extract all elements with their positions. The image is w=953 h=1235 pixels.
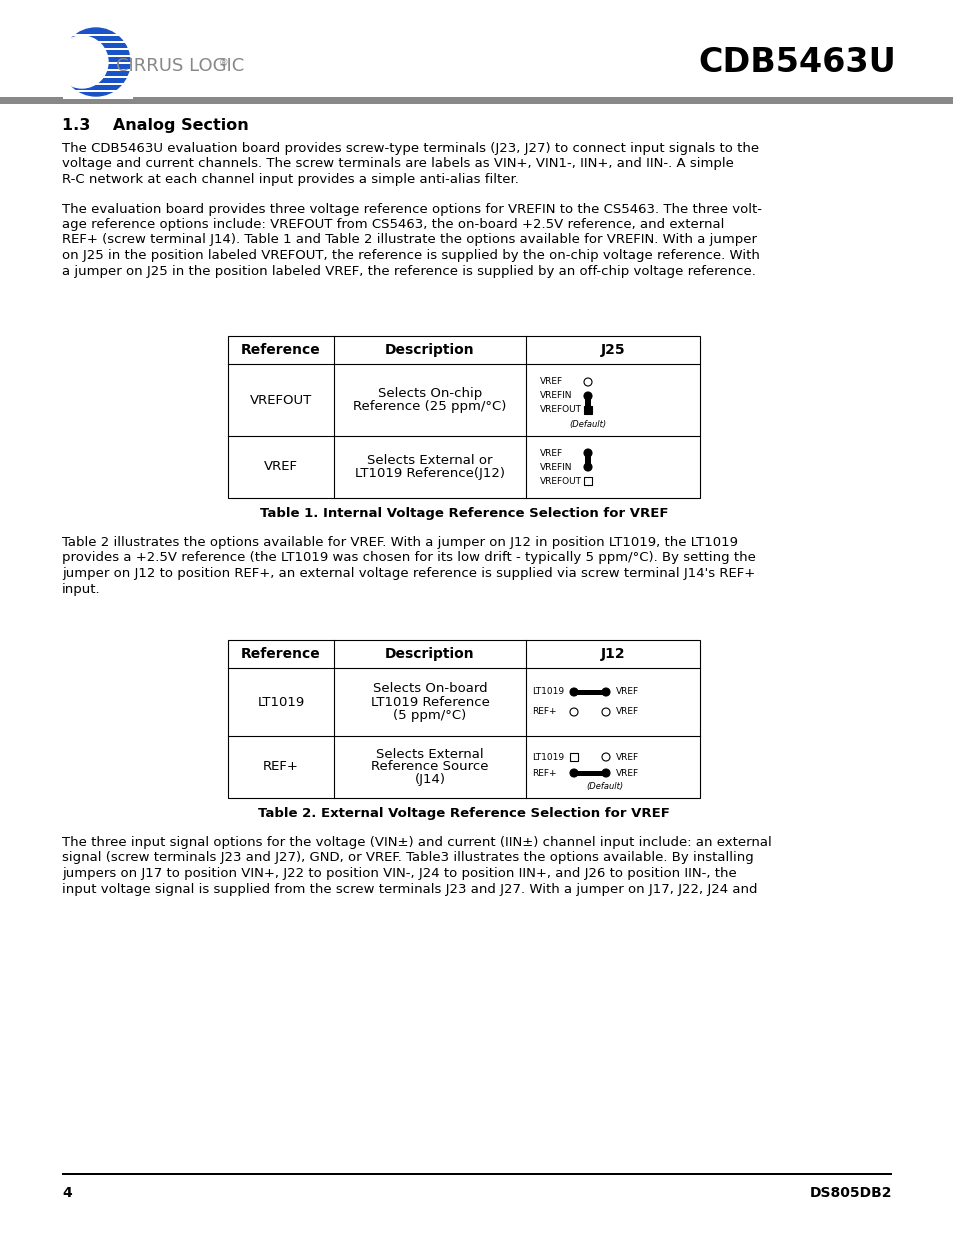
Text: jumper on J12 to position REF+, an external voltage reference is supplied via sc: jumper on J12 to position REF+, an exter… — [62, 567, 755, 580]
Text: Selects External: Selects External — [375, 747, 483, 761]
Text: VREF: VREF — [616, 768, 639, 778]
Bar — [228, 640, 700, 798]
Text: (Default): (Default) — [569, 420, 606, 429]
Bar — [63, 41, 132, 43]
Text: Reference (25 ppm/°C): Reference (25 ppm/°C) — [353, 400, 506, 412]
Text: LT1019 Reference: LT1019 Reference — [370, 695, 489, 709]
Bar — [583, 406, 592, 414]
Text: CIRRUS LOGIC: CIRRUS LOGIC — [116, 57, 244, 75]
Text: VREF: VREF — [616, 708, 639, 716]
Text: REF+: REF+ — [532, 768, 556, 778]
Bar — [63, 96, 132, 99]
Bar — [63, 68, 132, 70]
Text: input voltage signal is supplied from the screw terminals J23 and J27. With a ju: input voltage signal is supplied from th… — [62, 883, 757, 895]
Text: signal (screw terminals J23 and J27), GND, or VREF. Table3 illustrates the optio: signal (screw terminals J23 and J27), GN… — [62, 851, 753, 864]
Text: Reference: Reference — [241, 647, 320, 661]
Bar — [63, 47, 132, 49]
Circle shape — [583, 378, 592, 387]
Bar — [63, 33, 132, 36]
Circle shape — [56, 36, 108, 88]
Bar — [584, 396, 590, 410]
Bar — [62, 1173, 891, 1174]
Text: VREF: VREF — [539, 378, 562, 387]
Bar — [63, 62, 132, 64]
Circle shape — [62, 28, 130, 96]
Text: age reference options include: VREFOUT from CS5463, the on-board +2.5V reference: age reference options include: VREFOUT f… — [62, 219, 723, 231]
Bar — [63, 54, 132, 57]
Text: Selects On-board: Selects On-board — [373, 683, 487, 695]
Text: Description: Description — [385, 647, 475, 661]
Text: VREFOUT: VREFOUT — [539, 405, 581, 415]
Circle shape — [583, 450, 592, 457]
Bar — [63, 83, 132, 85]
Text: The three input signal options for the voltage (VIN±) and current (IIN±) channel: The three input signal options for the v… — [62, 836, 771, 848]
Bar — [583, 477, 592, 485]
Text: J25: J25 — [600, 343, 624, 357]
Text: DS805DB2: DS805DB2 — [809, 1186, 891, 1200]
Text: REF+ (screw terminal J14). Table 1 and Table 2 illustrate the options available : REF+ (screw terminal J14). Table 1 and T… — [62, 233, 757, 247]
Circle shape — [569, 688, 578, 697]
Text: R-C network at each channel input provides a simple anti-alias filter.: R-C network at each channel input provid… — [62, 173, 518, 186]
Circle shape — [601, 753, 609, 761]
Text: VREF: VREF — [264, 461, 297, 473]
Text: Table 2. External Voltage Reference Selection for VREF: Table 2. External Voltage Reference Sele… — [258, 808, 669, 820]
Text: Table 1. Internal Voltage Reference Selection for VREF: Table 1. Internal Voltage Reference Sele… — [259, 508, 667, 520]
Text: input.: input. — [62, 583, 100, 595]
Text: on J25 in the position labeled VREFOUT, the reference is supplied by the on-chip: on J25 in the position labeled VREFOUT, … — [62, 249, 760, 262]
Text: LT1019: LT1019 — [532, 752, 563, 762]
Circle shape — [583, 391, 592, 400]
Bar — [0, 98, 953, 104]
Bar — [63, 75, 132, 78]
Text: (Default): (Default) — [586, 783, 623, 792]
Text: VREFIN: VREFIN — [539, 462, 572, 472]
Bar — [574, 771, 605, 776]
Text: LT1019: LT1019 — [532, 688, 563, 697]
Circle shape — [583, 463, 592, 471]
Circle shape — [569, 708, 578, 716]
Text: Reference Source: Reference Source — [371, 761, 488, 773]
Text: ®: ® — [219, 58, 229, 68]
Text: provides a +2.5V reference (the LT1019 was chosen for its low drift - typically : provides a +2.5V reference (the LT1019 w… — [62, 552, 755, 564]
Text: CDB5463U: CDB5463U — [698, 46, 895, 79]
Text: VREFIN: VREFIN — [539, 391, 572, 400]
Text: Reference: Reference — [241, 343, 320, 357]
Text: (5 ppm/°C): (5 ppm/°C) — [393, 709, 466, 721]
Text: VREF: VREF — [539, 448, 562, 457]
Text: The evaluation board provides three voltage reference options for VREFIN to the : The evaluation board provides three volt… — [62, 203, 761, 215]
Circle shape — [569, 769, 578, 777]
Text: jumpers on J17 to position VIN+, J22 to position VIN-, J24 to position IIN+, and: jumpers on J17 to position VIN+, J22 to … — [62, 867, 736, 881]
Bar — [63, 89, 132, 91]
Text: Table 2 illustrates the options available for VREF. With a jumper on J12 in posi: Table 2 illustrates the options availabl… — [62, 536, 738, 550]
Text: LT1019: LT1019 — [257, 695, 304, 709]
Text: The CDB5463U evaluation board provides screw-type terminals (J23, J27) to connec: The CDB5463U evaluation board provides s… — [62, 142, 759, 156]
Text: voltage and current channels. The screw terminals are labels as VIN+, VIN1-, IIN: voltage and current channels. The screw … — [62, 158, 733, 170]
Text: (J14): (J14) — [414, 773, 445, 787]
Bar — [569, 753, 578, 761]
Text: VREFOUT: VREFOUT — [539, 477, 581, 485]
Bar — [584, 453, 590, 467]
Circle shape — [601, 688, 609, 697]
Text: REF+: REF+ — [263, 761, 298, 773]
Text: LT1019 Reference(J12): LT1019 Reference(J12) — [355, 467, 504, 480]
Text: VREF: VREF — [616, 752, 639, 762]
Text: Description: Description — [385, 343, 475, 357]
Text: 1.3    Analog Section: 1.3 Analog Section — [62, 119, 249, 133]
Text: a jumper on J25 in the position labeled VREF, the reference is supplied by an of: a jumper on J25 in the position labeled … — [62, 264, 755, 278]
Text: VREFOUT: VREFOUT — [250, 394, 312, 406]
Circle shape — [601, 769, 609, 777]
Bar — [574, 689, 605, 694]
Circle shape — [601, 708, 609, 716]
Text: VREF: VREF — [616, 688, 639, 697]
Text: J12: J12 — [600, 647, 624, 661]
Bar — [228, 336, 700, 498]
Text: Selects On-chip: Selects On-chip — [377, 387, 481, 400]
Text: Selects External or: Selects External or — [367, 454, 493, 467]
Text: 4: 4 — [62, 1186, 71, 1200]
Text: REF+: REF+ — [532, 708, 556, 716]
